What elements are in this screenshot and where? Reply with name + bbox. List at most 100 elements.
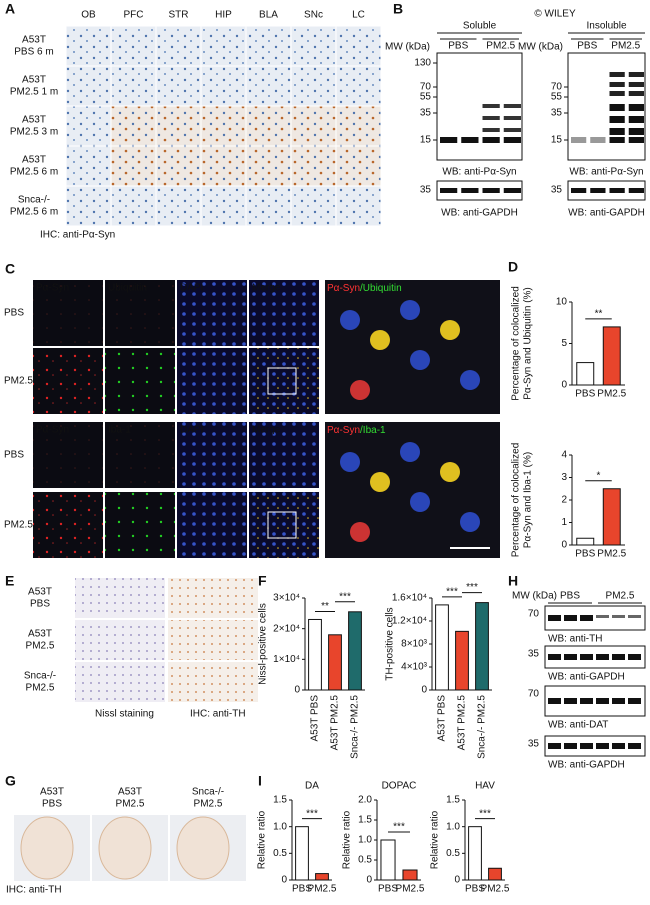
panel-label: D	[508, 259, 518, 275]
band	[580, 698, 593, 704]
band	[571, 137, 587, 143]
mw-label: MW (kDa)	[512, 591, 557, 602]
bar	[295, 826, 309, 881]
micrograph	[291, 146, 336, 186]
micrograph	[201, 26, 246, 66]
y-axis-label: Pα-Syn and Ubiquitin (%)	[523, 287, 534, 400]
band	[609, 104, 625, 111]
significance-label: *	[597, 470, 601, 481]
panel-label: C	[5, 261, 15, 277]
cell	[440, 320, 460, 340]
significance-label: ***	[339, 591, 351, 602]
y-tick-label: 3	[561, 472, 567, 483]
y-axis-label: Percentage of colocalized	[511, 443, 522, 558]
band	[609, 137, 625, 143]
micrograph	[111, 146, 156, 186]
row-label: PBS	[4, 308, 24, 319]
band	[612, 615, 625, 618]
column-label: PBS	[42, 799, 62, 810]
mw-label: MW (kDa)	[385, 42, 430, 53]
y-tick-label: 8×10³	[401, 639, 428, 650]
band	[628, 743, 641, 749]
micrograph	[336, 186, 381, 226]
micrograph	[249, 348, 319, 414]
y-tick-label: 5	[561, 338, 567, 349]
bar	[435, 604, 449, 691]
band	[580, 743, 593, 749]
channel-label: Pα-Syn	[36, 283, 69, 294]
x-tick-label: A53T PM2.5	[457, 695, 468, 751]
micrograph	[291, 66, 336, 106]
zoom-label-part: Pα-Syn	[327, 283, 360, 294]
bar	[380, 839, 396, 881]
cell	[410, 492, 430, 512]
band	[596, 698, 609, 704]
row-label: PM2.5	[4, 520, 33, 531]
channel-label: Merge	[252, 425, 281, 436]
band	[590, 188, 606, 193]
band	[548, 615, 561, 621]
column-label: PFC	[124, 10, 144, 21]
micrograph	[156, 26, 201, 66]
y-tick-label: 1.6×10⁴	[392, 593, 427, 604]
cell	[370, 472, 390, 492]
y-tick-label: 2.0	[358, 795, 372, 806]
x-tick-label: PBS	[378, 884, 398, 895]
band	[609, 128, 625, 135]
band	[564, 654, 577, 660]
row-label: A53T	[22, 155, 46, 166]
band	[503, 116, 521, 120]
band	[628, 128, 644, 135]
band	[564, 615, 577, 621]
y-axis-label: TH-positive cells	[385, 607, 396, 680]
micrograph	[291, 26, 336, 66]
y-tick-label: 1×10⁴	[273, 654, 300, 665]
band	[609, 116, 625, 123]
chart-title: HAV	[475, 781, 495, 792]
bar	[602, 488, 621, 546]
blot-label: WB: anti-TH	[548, 634, 602, 645]
bar	[576, 537, 595, 546]
micrograph	[246, 106, 291, 146]
blot-label: WB: anti-GAPDH	[441, 208, 518, 219]
column-label: SNc	[304, 10, 323, 21]
column-label: BLA	[259, 10, 278, 21]
micrograph	[336, 146, 381, 186]
column-label: A53T	[40, 787, 64, 798]
band	[609, 188, 625, 193]
x-tick-label: PBS	[575, 389, 595, 400]
micrograph	[201, 146, 246, 186]
significance-label: **	[595, 309, 603, 320]
band	[628, 82, 644, 87]
micrograph	[156, 186, 201, 226]
channel-label: Pα-Syn	[36, 425, 69, 436]
mw-marker: 35	[420, 108, 432, 119]
x-tick-label: PM2.5	[396, 884, 425, 895]
x-tick-label: A53T PM2.5	[330, 695, 341, 751]
micrograph	[66, 186, 111, 226]
lane-label: PM2.5	[486, 41, 515, 52]
blot-label: WB: anti-Pα-Syn	[569, 167, 643, 178]
x-tick-label: Snca-/- PM2.5	[477, 695, 488, 759]
row-label: PBS	[30, 599, 50, 610]
panel-label: H	[508, 573, 518, 589]
micrograph	[66, 66, 111, 106]
zoom-label: Pα-Syn/Ubiquitin	[327, 283, 402, 294]
row-label: Snca-/-	[18, 195, 50, 206]
micrograph	[168, 620, 258, 660]
blot-label: WB: anti-GAPDH	[548, 760, 625, 771]
micrograph	[291, 186, 336, 226]
row-label: A53T	[28, 629, 52, 640]
band	[548, 698, 561, 704]
y-axis-label: Relative ratio	[257, 810, 268, 869]
micrograph	[177, 280, 247, 346]
y-tick-label: 0.5	[273, 848, 287, 859]
blot-label: WB: anti-Pα-Syn	[442, 167, 516, 178]
channel-label: Ubiquitin	[108, 283, 147, 294]
micrograph	[66, 26, 111, 66]
y-tick-label: 0.5	[358, 855, 372, 866]
significance-label: ***	[479, 808, 491, 819]
zoom-label: Pα-Syn/Iba-1	[327, 425, 386, 436]
y-tick-label: 3×10⁴	[273, 593, 300, 604]
y-tick-label: 0	[561, 540, 567, 551]
